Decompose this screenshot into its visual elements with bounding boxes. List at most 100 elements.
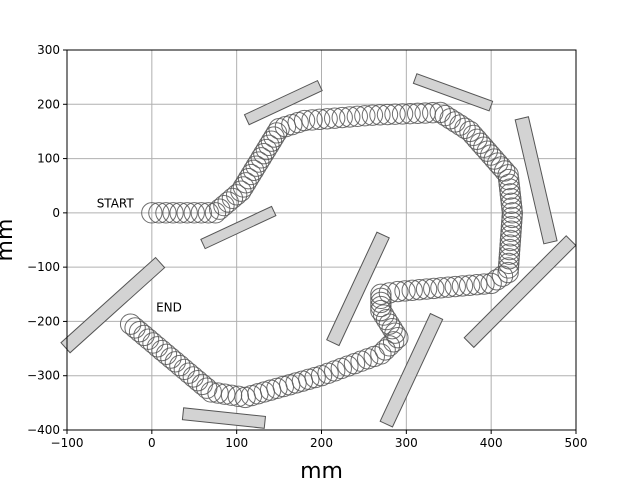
path-circle xyxy=(337,355,359,377)
obstacle xyxy=(200,205,277,250)
path-circle xyxy=(213,194,235,217)
path-circle xyxy=(178,362,200,384)
path-circle xyxy=(354,105,376,127)
path-circle xyxy=(293,109,316,132)
path-circle xyxy=(369,104,391,126)
x-tick-label: 500 xyxy=(565,436,588,450)
path-circle xyxy=(458,274,481,296)
path-circle xyxy=(406,102,429,125)
path-circle xyxy=(384,322,406,344)
obstacle-group xyxy=(60,73,577,429)
obstacle xyxy=(60,256,166,354)
path-circle xyxy=(501,202,524,224)
obstacle xyxy=(463,235,577,349)
end-label: END xyxy=(156,301,182,315)
path-circle xyxy=(124,317,146,339)
path-circle xyxy=(316,108,338,130)
obstacle xyxy=(181,407,267,429)
path-circle xyxy=(141,202,163,224)
x-tick-label: 300 xyxy=(395,436,418,450)
grid-lines xyxy=(66,49,577,431)
path-circle xyxy=(497,257,520,279)
path-circle xyxy=(473,273,495,295)
y-tick-label: −300 xyxy=(27,369,60,383)
path-circle xyxy=(291,370,314,392)
path-circle xyxy=(343,352,366,375)
path-circle-group xyxy=(119,101,524,409)
path-circle xyxy=(160,347,182,369)
y-axis-label: mm xyxy=(0,219,18,262)
obstacle xyxy=(412,73,494,112)
path-circle xyxy=(480,272,502,295)
path-circle xyxy=(119,313,142,335)
path-circle xyxy=(151,339,173,362)
path-circle xyxy=(324,360,346,382)
path-circle xyxy=(266,377,288,400)
path-circle xyxy=(501,206,523,229)
path-circle xyxy=(500,187,522,210)
path-circle xyxy=(339,106,361,128)
path-circle xyxy=(382,331,405,353)
x-tick-label: 200 xyxy=(310,436,333,450)
path-circle xyxy=(444,275,466,298)
path-circle xyxy=(272,375,295,398)
path-circle xyxy=(298,368,320,391)
path-circle xyxy=(422,102,444,124)
path-circle xyxy=(500,215,523,238)
obstacle xyxy=(243,79,323,126)
path-circle xyxy=(370,287,392,310)
path-circle xyxy=(497,168,520,191)
path-circle xyxy=(183,202,205,224)
path-circle xyxy=(162,202,184,224)
path-circle xyxy=(378,335,401,357)
path-circle xyxy=(331,106,353,129)
path-circle xyxy=(217,191,239,213)
x-axis-label: mm xyxy=(300,459,343,480)
path-circle xyxy=(408,279,431,301)
path-circle xyxy=(253,381,275,403)
path-circle xyxy=(498,173,520,196)
path-circle xyxy=(490,156,512,178)
path-circle xyxy=(497,164,519,186)
path-circle xyxy=(281,113,303,136)
y-tick-label: −200 xyxy=(27,314,60,328)
path-circle xyxy=(169,202,191,224)
obstacle xyxy=(326,231,390,347)
path-circle xyxy=(486,269,508,291)
path-circle xyxy=(142,332,164,354)
path-circle xyxy=(499,178,521,200)
path-circle xyxy=(209,198,231,220)
path-circle xyxy=(374,339,396,361)
path-circle xyxy=(287,111,309,134)
path-circle xyxy=(491,265,514,287)
path-circle xyxy=(499,238,521,261)
x-tick-label: −100 xyxy=(51,436,84,450)
path-circle xyxy=(204,202,227,224)
path-circle xyxy=(304,366,326,389)
y-tick-label: 200 xyxy=(37,97,60,111)
path-circle xyxy=(146,336,169,358)
path-circle xyxy=(501,211,523,233)
obstacle xyxy=(514,116,558,245)
path-circle xyxy=(497,261,519,284)
path-circle xyxy=(500,192,522,215)
path-circle xyxy=(357,348,379,370)
path-circle xyxy=(500,220,522,242)
path-circle xyxy=(148,202,170,224)
x-tick-label: 400 xyxy=(480,436,503,450)
path-circle xyxy=(499,229,522,252)
path-circle xyxy=(234,386,256,409)
path-circle xyxy=(499,234,521,256)
path-circle xyxy=(317,362,339,384)
path-circle xyxy=(164,351,187,373)
y-tick-label: −100 xyxy=(27,260,60,274)
path-circle xyxy=(220,384,243,406)
path-circle xyxy=(466,274,488,296)
path-circle xyxy=(227,385,250,408)
y-tick-label: 0 xyxy=(52,206,60,220)
path-circle xyxy=(197,202,220,224)
y-tick-label: −400 xyxy=(27,423,60,437)
path-circle xyxy=(394,280,416,302)
path-circle xyxy=(500,225,522,247)
